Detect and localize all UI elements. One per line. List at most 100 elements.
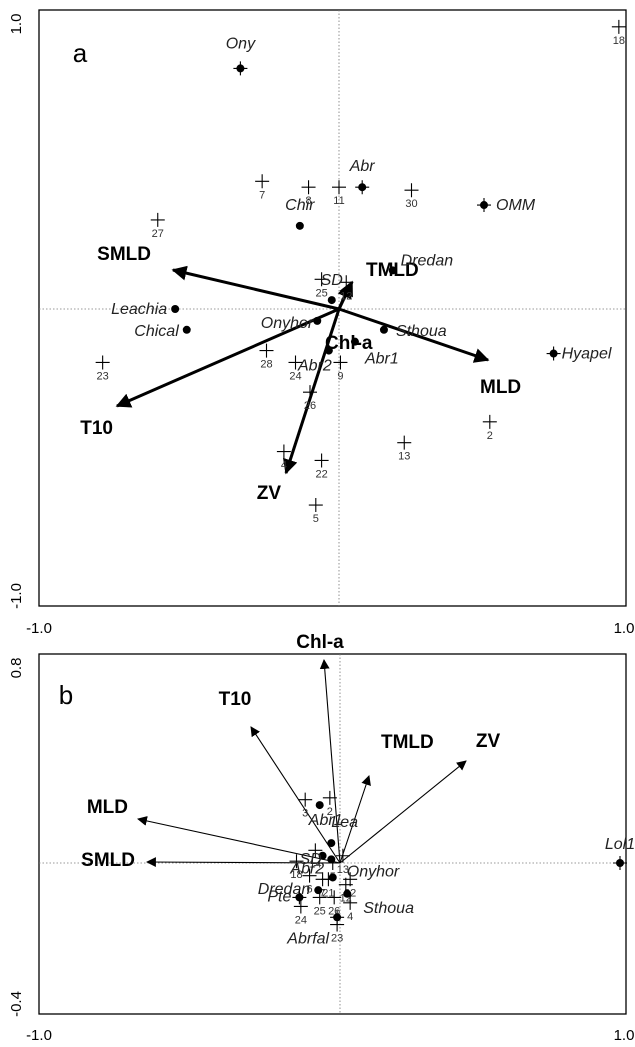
vector-arrow-t10 (115, 307, 340, 408)
sample-marker (276, 444, 291, 459)
species-label: Abr2 (289, 860, 324, 877)
vector-arrow-chl-a (319, 659, 341, 864)
vector-label: TMLD (381, 732, 434, 753)
species-marker (327, 296, 336, 305)
sample-label: 24 (295, 914, 307, 926)
species-marker (182, 325, 191, 334)
panel-letter: b (59, 680, 73, 710)
sample-marker (333, 355, 348, 370)
vector-label: T10 (219, 689, 252, 710)
species-marker (327, 855, 336, 864)
plot-frame (38, 9, 627, 607)
species-marker (314, 886, 323, 895)
sample-marker (327, 890, 342, 905)
sample-label: 27 (152, 228, 164, 240)
sample-label: 3 (302, 808, 308, 820)
vector-label: ZV (257, 483, 282, 504)
sample-label: 26 (304, 400, 316, 412)
sample-marker (611, 19, 626, 34)
species-marker (313, 316, 322, 325)
species-label: Lea (331, 814, 358, 831)
vector-label: Chl-a (296, 632, 344, 653)
sample-label: 4 (281, 460, 287, 472)
species-label: Leachia (111, 301, 167, 318)
sample-label: 11 (333, 195, 344, 207)
species-marker (324, 346, 333, 355)
y-tick-label: 0.8 (8, 658, 25, 679)
sample-marker (330, 910, 345, 925)
sample-marker (314, 453, 329, 468)
vector-label: MLD (480, 377, 521, 398)
sample-marker (255, 174, 270, 189)
sample-marker (314, 272, 329, 287)
sample-label: 25 (314, 905, 326, 917)
vector-arrow-chl-a (337, 282, 352, 310)
sample-label: 14 (309, 858, 321, 870)
sample-marker (150, 212, 165, 227)
vector-label: T10 (80, 418, 113, 439)
species-label: SD (299, 851, 322, 868)
panel-a: -1.01.01.0-1.0aSMLDTMLDChl-aMLDT10ZV1830… (8, 9, 634, 637)
sample-marker (288, 355, 303, 370)
sample-label: 21 (322, 887, 334, 899)
species-marker (350, 337, 359, 346)
species-label: OMM (496, 197, 536, 214)
species-label: Abr1 (364, 351, 399, 368)
vector-label: SMLD (97, 244, 151, 265)
species-marker (295, 221, 304, 230)
species-label: SD (321, 272, 344, 289)
sample-marker (343, 895, 358, 910)
sample-marker (303, 385, 317, 400)
sample-label: 23 (97, 370, 109, 382)
sample-marker (335, 848, 350, 863)
sample-label: 23 (331, 933, 343, 945)
sample-label: 9 (337, 370, 343, 382)
species-marker (171, 305, 180, 313)
species-label: Lol1 (605, 836, 635, 853)
sample-marker (301, 180, 316, 195)
vector-arrow-smld (171, 265, 340, 311)
sample-marker (546, 346, 561, 361)
sample-marker (292, 890, 307, 905)
sample-label: 13 (398, 451, 410, 463)
species-label: Abr1 (308, 812, 343, 829)
sample-marker (298, 792, 313, 807)
sample-marker (308, 498, 323, 513)
sample-marker (339, 275, 354, 290)
species-label: Sthoua (363, 900, 414, 917)
species-marker (379, 325, 388, 334)
species-label: Onyhor (347, 863, 400, 880)
species-marker (315, 801, 324, 810)
sample-label: 5 (313, 513, 319, 525)
vector-label: ZV (476, 731, 501, 752)
sample-label: 2 (327, 806, 333, 818)
sample-label: 25 (315, 287, 327, 299)
species-label: Pte (267, 888, 291, 905)
species-marker (328, 873, 337, 882)
sample-marker (613, 856, 627, 870)
plot-frame (38, 653, 627, 1015)
species-label: Sthoua (396, 323, 447, 340)
sample-marker (338, 877, 353, 892)
vector-arrow-t10 (250, 726, 341, 864)
sample-marker (404, 183, 419, 198)
sample-marker (289, 854, 304, 869)
sample-label: 18 (290, 869, 302, 881)
sample-marker (482, 414, 497, 429)
species-label: Abrfal (286, 930, 329, 947)
vector-arrow-smld (146, 857, 341, 867)
species-marker (318, 851, 327, 860)
sample-marker (259, 343, 274, 358)
vector-arrow-zv (339, 760, 467, 864)
sample-marker (322, 790, 337, 805)
sample-label: 7 (259, 189, 265, 201)
species-label: Dredan (258, 881, 311, 898)
sample-marker (397, 435, 412, 450)
sample-marker (293, 899, 308, 914)
vector-label: SMLD (81, 850, 135, 871)
sample-marker (302, 868, 317, 883)
y-tick-label: -1.0 (8, 583, 25, 609)
y-tick-label: 1.0 (8, 14, 25, 35)
